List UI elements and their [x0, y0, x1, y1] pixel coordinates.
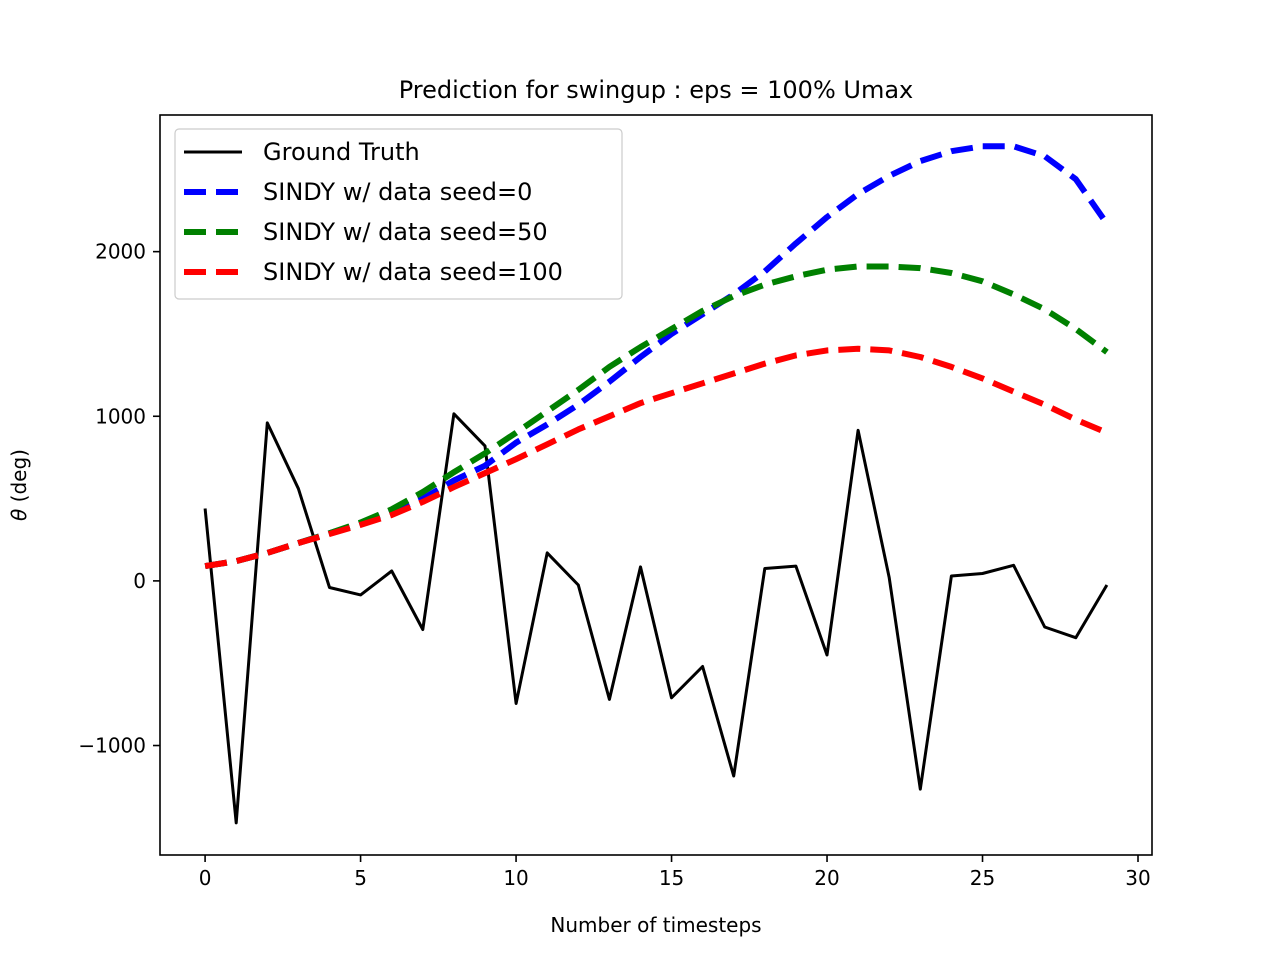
x-axis: 0 5 10 15 20 25 30	[199, 855, 1151, 890]
y-tick-label: 1000	[95, 404, 146, 428]
plot-frame	[159, 114, 1153, 856]
y-axis-label-symbol: θ	[7, 509, 31, 521]
x-tick-label: 10	[503, 866, 528, 890]
legend-box	[174, 128, 623, 300]
legend: Ground Truth SINDY w/ data seed=0 SINDY w/…	[174, 128, 623, 300]
y-axis: −1000 0 1000 2000	[78, 240, 160, 758]
x-tick-label: 30	[1125, 866, 1150, 890]
y-tick-label: 0	[133, 569, 146, 593]
chart-title: Prediction for swingup : eps = 100% Umax	[399, 76, 914, 104]
legend-label-sindy-w-data-seed-50: SINDY w/ data seed=50	[263, 218, 548, 246]
y-axis-label-unit: (deg)	[7, 449, 31, 502]
y-tick-label: −1000	[78, 734, 146, 758]
x-tick-label: 25	[970, 866, 995, 890]
legend-label-sindy-w-data-seed-0: SINDY w/ data seed=0	[263, 178, 532, 206]
series-layer	[203, 143, 1110, 825]
legend-label-ground-truth: Ground Truth	[263, 138, 420, 166]
plot-area	[203, 143, 1110, 825]
series-line-sindy-w-data-seed-0	[204, 143, 1110, 570]
x-axis-label: Number of timesteps	[550, 913, 761, 937]
legend-label-sindy-w-data-seed-100: SINDY w/ data seed=100	[263, 258, 563, 286]
x-tick-label: 5	[354, 866, 367, 890]
x-tick-label: 0	[199, 866, 212, 890]
series-line-sindy-w-data-seed-100	[204, 345, 1109, 570]
series-line-ground-truth	[203, 412, 1109, 825]
y-tick-label: 2000	[95, 240, 146, 264]
x-tick-label: 15	[659, 866, 684, 890]
x-tick-label: 20	[814, 866, 839, 890]
y-axis-label: θ (deg)	[7, 449, 31, 521]
